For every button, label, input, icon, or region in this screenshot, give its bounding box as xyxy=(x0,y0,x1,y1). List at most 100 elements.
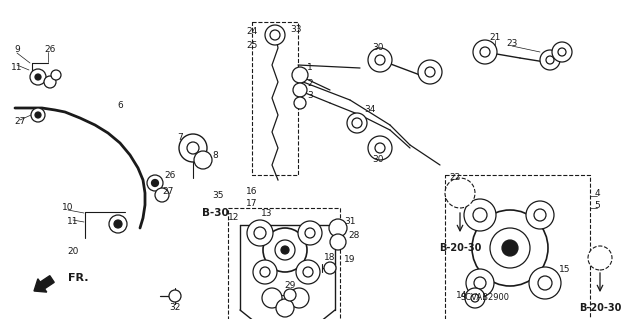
Circle shape xyxy=(35,74,41,80)
Circle shape xyxy=(187,142,199,154)
Text: 33: 33 xyxy=(290,26,301,34)
Circle shape xyxy=(473,40,497,64)
Circle shape xyxy=(114,220,122,228)
Circle shape xyxy=(330,234,346,250)
Circle shape xyxy=(305,228,315,238)
Text: 18: 18 xyxy=(324,254,336,263)
Circle shape xyxy=(281,246,289,254)
Text: 19: 19 xyxy=(344,256,356,264)
Circle shape xyxy=(473,208,487,222)
Text: 24: 24 xyxy=(246,27,258,36)
Text: 10: 10 xyxy=(62,203,74,211)
Circle shape xyxy=(247,220,273,246)
Circle shape xyxy=(540,50,560,70)
Text: B-20-30: B-20-30 xyxy=(579,303,621,313)
Circle shape xyxy=(109,215,127,233)
Circle shape xyxy=(265,25,285,45)
Text: 20: 20 xyxy=(67,248,79,256)
Text: 21: 21 xyxy=(490,33,500,42)
Text: 27: 27 xyxy=(14,117,26,127)
Circle shape xyxy=(375,55,385,65)
Text: 6: 6 xyxy=(117,100,123,109)
Circle shape xyxy=(152,180,159,187)
Circle shape xyxy=(169,290,181,302)
Circle shape xyxy=(526,201,554,229)
Text: 9: 9 xyxy=(14,46,20,55)
Text: 2: 2 xyxy=(307,78,313,87)
Text: 11: 11 xyxy=(67,218,79,226)
Circle shape xyxy=(155,188,169,202)
Circle shape xyxy=(254,227,266,239)
Circle shape xyxy=(465,288,485,308)
Circle shape xyxy=(292,67,308,83)
Circle shape xyxy=(44,76,56,88)
Circle shape xyxy=(368,136,392,160)
Text: 7: 7 xyxy=(177,133,183,143)
Circle shape xyxy=(490,228,530,268)
Text: 1: 1 xyxy=(307,63,313,72)
Text: 15: 15 xyxy=(559,265,571,275)
Text: 28: 28 xyxy=(348,232,360,241)
Text: 30: 30 xyxy=(372,155,384,165)
Text: FR.: FR. xyxy=(68,273,88,283)
Text: 26: 26 xyxy=(164,172,176,181)
Circle shape xyxy=(464,199,496,231)
Text: 3: 3 xyxy=(307,91,313,100)
Circle shape xyxy=(480,47,490,57)
Text: 8: 8 xyxy=(212,151,218,160)
Circle shape xyxy=(471,294,479,302)
Circle shape xyxy=(546,56,554,64)
Text: 16: 16 xyxy=(246,188,258,197)
Circle shape xyxy=(352,118,362,128)
Circle shape xyxy=(262,288,282,308)
Circle shape xyxy=(538,276,552,290)
Circle shape xyxy=(502,240,518,256)
Text: 5: 5 xyxy=(594,201,600,210)
Circle shape xyxy=(303,267,313,277)
Text: 30: 30 xyxy=(372,43,384,53)
Circle shape xyxy=(35,112,41,118)
Circle shape xyxy=(347,113,367,133)
Text: 12: 12 xyxy=(228,212,240,221)
Text: SCVAB2900: SCVAB2900 xyxy=(461,293,509,301)
Text: 4: 4 xyxy=(594,189,600,197)
Text: 14: 14 xyxy=(456,291,468,300)
Circle shape xyxy=(51,70,61,80)
Circle shape xyxy=(253,260,277,284)
Circle shape xyxy=(466,269,494,297)
Circle shape xyxy=(368,48,392,72)
Text: 23: 23 xyxy=(506,40,518,48)
Text: 34: 34 xyxy=(364,106,376,115)
Text: 26: 26 xyxy=(44,46,56,55)
Circle shape xyxy=(445,178,475,208)
Circle shape xyxy=(588,246,612,270)
Circle shape xyxy=(552,42,572,62)
Text: 35: 35 xyxy=(212,190,224,199)
Text: 13: 13 xyxy=(261,209,273,218)
Circle shape xyxy=(558,48,566,56)
Circle shape xyxy=(296,260,320,284)
Circle shape xyxy=(263,228,307,272)
Circle shape xyxy=(534,209,546,221)
Text: 31: 31 xyxy=(344,218,356,226)
Circle shape xyxy=(418,60,442,84)
Circle shape xyxy=(294,97,306,109)
FancyArrow shape xyxy=(34,276,54,292)
Circle shape xyxy=(31,108,45,122)
Circle shape xyxy=(474,277,486,289)
Circle shape xyxy=(284,289,296,301)
Circle shape xyxy=(270,30,280,40)
Text: 27: 27 xyxy=(163,187,173,196)
Text: 32: 32 xyxy=(170,303,180,313)
Circle shape xyxy=(298,221,322,245)
Text: 29: 29 xyxy=(284,280,296,290)
Circle shape xyxy=(529,267,561,299)
Circle shape xyxy=(329,219,347,237)
Text: 11: 11 xyxy=(12,63,23,72)
Circle shape xyxy=(293,83,307,97)
Text: 25: 25 xyxy=(246,41,258,49)
Circle shape xyxy=(147,175,163,191)
Circle shape xyxy=(275,240,295,260)
Text: B-30: B-30 xyxy=(202,208,228,218)
Text: B-20-30: B-20-30 xyxy=(439,243,481,253)
